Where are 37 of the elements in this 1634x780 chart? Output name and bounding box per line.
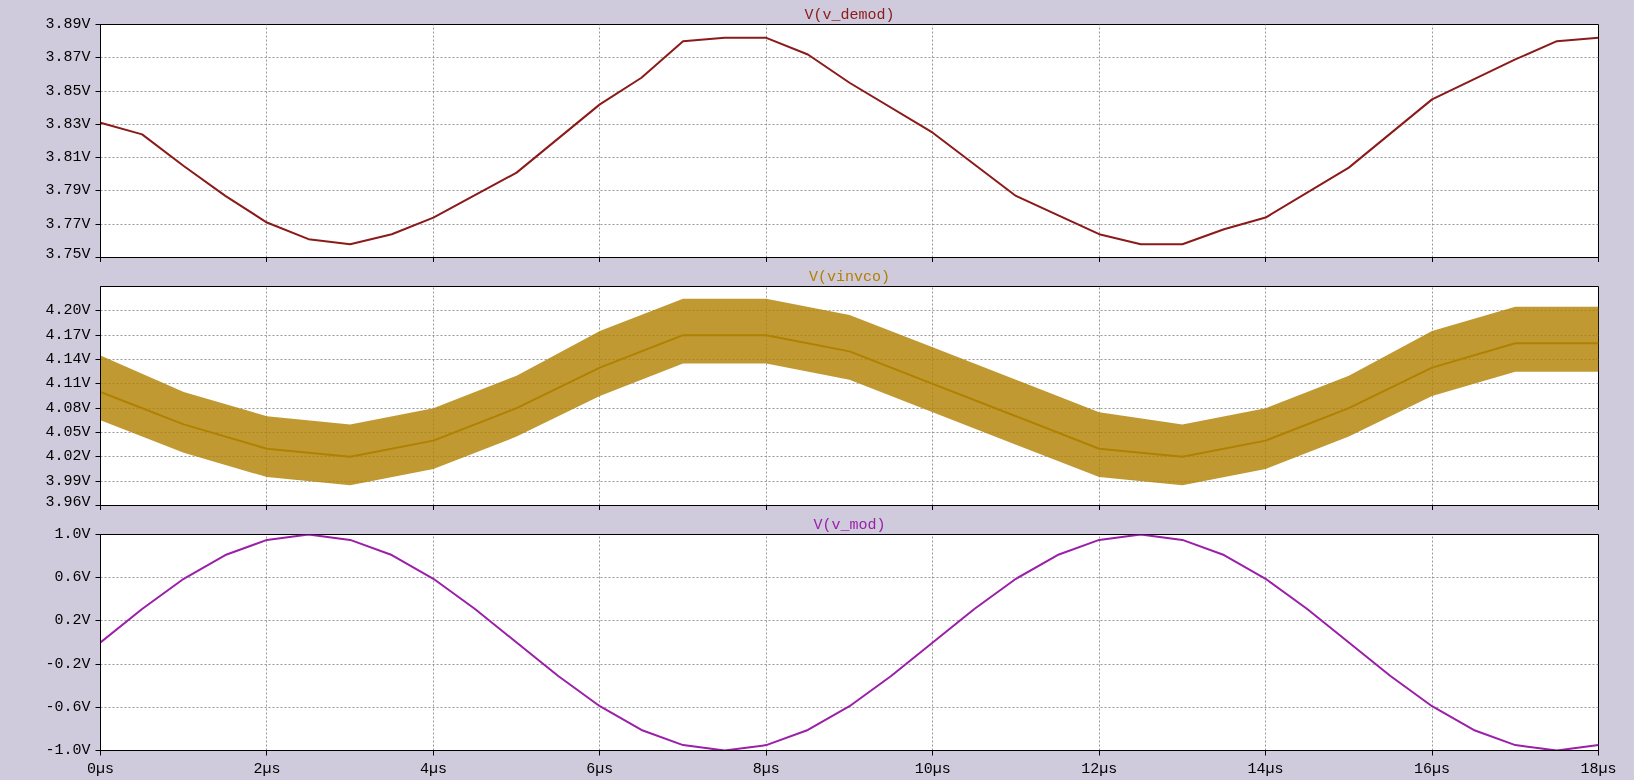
y-tick-label: 3.83V bbox=[45, 115, 91, 133]
y-tick-label: -0.2V bbox=[45, 655, 91, 673]
x-tick-label: 12µs bbox=[1081, 760, 1118, 778]
chart-title: V(vinvco) bbox=[808, 268, 891, 286]
y-tick-label: 0.6V bbox=[54, 569, 91, 587]
y-tick-label: 3.99V bbox=[45, 472, 91, 490]
y-tick-label: 4.05V bbox=[45, 424, 91, 441]
y-tick-label: 4.17V bbox=[45, 326, 91, 344]
y-tick-label: 4.08V bbox=[45, 399, 91, 417]
x-tick-label: 16µs bbox=[1414, 760, 1451, 778]
y-tick-label: 3.75V bbox=[45, 245, 91, 263]
x-tick-label: 8µs bbox=[752, 760, 780, 778]
y-tick-label: 1.0V bbox=[54, 526, 91, 543]
y-tick-label: 3.81V bbox=[45, 149, 91, 167]
y-tick-label: 4.14V bbox=[45, 351, 91, 368]
x-tick-label: 10µs bbox=[914, 760, 951, 778]
y-tick-label: 3.85V bbox=[45, 82, 91, 100]
y-tick-label: 0.2V bbox=[54, 612, 91, 630]
y-tick-label: -0.6V bbox=[45, 698, 91, 716]
y-tick-label: 4.20V bbox=[45, 302, 91, 320]
x-tick-label: 6µs bbox=[586, 760, 614, 778]
y-tick-label: 3.96V bbox=[45, 493, 91, 511]
y-tick-label: 3.89V bbox=[45, 16, 91, 33]
y-tick-label: 3.87V bbox=[45, 49, 91, 67]
y-tick-label: 4.11V bbox=[45, 375, 91, 393]
chart-title: V(v_mod) bbox=[813, 516, 886, 534]
line-series bbox=[100, 36, 1599, 246]
y-tick-label: 3.79V bbox=[45, 182, 91, 200]
x-tick-label: 14µs bbox=[1247, 760, 1284, 778]
x-tick-label: 2µs bbox=[253, 760, 281, 778]
chart-title: V(v_demod) bbox=[804, 6, 895, 24]
y-tick-label: 3.77V bbox=[45, 215, 91, 233]
x-tick-label: 18µs bbox=[1580, 760, 1617, 778]
y-tick-label: -1.0V bbox=[45, 742, 91, 759]
x-tick-label: 4µs bbox=[419, 760, 447, 778]
x-tick-label: 0µs bbox=[87, 760, 115, 778]
y-tick-label: 4.02V bbox=[45, 448, 91, 466]
